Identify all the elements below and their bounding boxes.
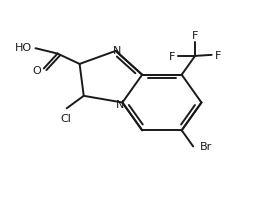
Text: F: F	[168, 52, 175, 62]
Text: F: F	[214, 51, 220, 61]
Text: F: F	[191, 31, 198, 41]
Text: N: N	[115, 100, 123, 110]
Text: Cl: Cl	[60, 114, 71, 124]
Text: Br: Br	[199, 142, 211, 152]
Text: O: O	[32, 65, 41, 75]
Text: N: N	[112, 46, 121, 56]
Text: HO: HO	[14, 43, 31, 53]
